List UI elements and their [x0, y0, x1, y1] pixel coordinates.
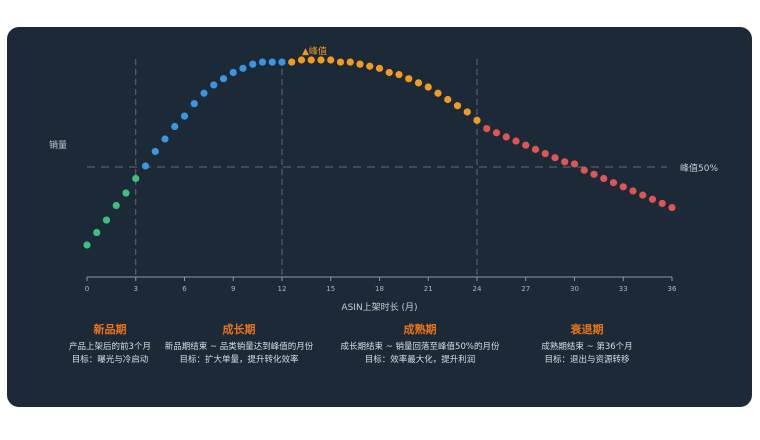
data-point-s3-15 — [629, 187, 637, 195]
data-point-s2-12 — [405, 75, 413, 83]
data-point-s3-8 — [561, 158, 569, 166]
data-point-s2-3 — [317, 56, 325, 64]
data-point-s3-19 — [668, 203, 676, 212]
phase-growth-title: 成长期 — [222, 323, 256, 336]
x-tick-label-18: 18 — [375, 285, 384, 293]
data-point-s0-2 — [102, 216, 111, 224]
phase-mature-goal: 目标：效率最大化，提升利润 — [364, 355, 476, 365]
data-point-s0-4 — [122, 189, 130, 197]
phase-decline-title: 衰退期 — [570, 323, 604, 336]
phase-decline-desc: 成熟期结束 ~ 第36个月 — [541, 342, 633, 352]
data-point-s3-0 — [483, 124, 491, 133]
data-point-s3-16 — [639, 191, 647, 199]
phase-mature-desc: 成长期结束 ~ 销量回落至峰值50%的月份 — [340, 342, 500, 352]
data-point-s0-5 — [132, 174, 140, 183]
phase-decline-goal: 目标：退出与资源转移 — [544, 355, 630, 365]
data-point-s2-7 — [356, 60, 364, 68]
data-point-s1-0 — [141, 162, 150, 170]
x-tick-label-12: 12 — [278, 285, 287, 293]
phase-decline: 衰退期 成熟期结束 ~ 第36个月 目标：退出与资源转移 — [472, 323, 702, 367]
x-tick-label-27: 27 — [521, 285, 530, 293]
data-point-s2-17 — [453, 102, 462, 110]
data-point-s2-9 — [375, 64, 384, 72]
data-point-s1-4 — [180, 112, 189, 120]
x-tick-label-0: 0 — [85, 285, 89, 293]
data-point-s1-3 — [171, 122, 179, 131]
data-point-s1-13 — [268, 58, 276, 66]
phase-growth-desc: 新品期结束 ~ 品类销量达到峰值的月份 — [164, 342, 314, 352]
data-point-s2-0 — [288, 58, 296, 66]
phase-new-goal: 目标：曝光与冷启动 — [71, 355, 149, 365]
data-point-s3-4 — [522, 141, 530, 149]
data-point-s1-5 — [190, 100, 198, 108]
data-point-s2-2 — [307, 56, 315, 64]
x-tick-label-6: 6 — [182, 285, 187, 293]
data-point-s1-14 — [278, 58, 286, 66]
x-tick-label-21: 21 — [424, 285, 433, 293]
phase-mature-title: 成熟期 — [403, 323, 437, 336]
data-point-s3-9 — [570, 160, 579, 168]
data-point-s1-2 — [161, 135, 169, 143]
data-point-s2-4 — [327, 56, 335, 64]
data-point-s1-1 — [151, 147, 159, 156]
data-point-s1-11 — [249, 60, 257, 68]
data-point-s2-8 — [366, 62, 374, 70]
x-tick-label-24: 24 — [473, 285, 482, 293]
phase-new: 新品期 产品上架后的前3个月 目标：曝光与冷启动 — [7, 323, 225, 367]
data-point-s0-3 — [112, 201, 120, 210]
data-point-s3-12 — [600, 174, 608, 183]
phase-new-title: 新品期 — [93, 323, 127, 336]
chart-card: 峰值50% 销量 0 3 6 9 12 15 18 21 24 27 30 33 36 ASIN上架时长 (月… — [7, 27, 752, 407]
data-point-s2-19 — [473, 116, 481, 124]
data-point-s3-14 — [619, 183, 627, 191]
data-point-s3-3 — [512, 137, 520, 145]
data-point-s1-8 — [219, 75, 228, 83]
x-tick-label-3: 3 — [134, 285, 138, 293]
data-point-s2-1 — [297, 56, 306, 64]
data-point-s2-14 — [424, 83, 432, 91]
data-point-s1-9 — [229, 68, 237, 77]
phase-new-desc: 产品上架后的前3个月 — [69, 342, 151, 352]
x-tick-label-15: 15 — [326, 285, 335, 293]
data-point-s3-13 — [609, 179, 618, 187]
x-tick-label-33: 33 — [619, 285, 628, 293]
data-point-s2-5 — [336, 58, 345, 66]
data-point-s2-13 — [414, 79, 423, 87]
data-point-s3-6 — [541, 149, 549, 158]
data-point-s3-7 — [551, 154, 559, 162]
phase-growth: 成长期 新品期结束 ~ 品类销量达到峰值的月份 目标：扩大单量，提升转化效率 — [124, 323, 354, 367]
data-point-s2-18 — [463, 108, 471, 116]
peak-annotation: ▲峰值 — [302, 45, 327, 57]
data-point-s3-18 — [658, 199, 666, 208]
peak-half-label: 峰值50% — [680, 162, 718, 174]
data-point-s3-5 — [531, 145, 540, 153]
data-point-s3-10 — [580, 166, 588, 174]
phase-mature: 成熟期 成长期结束 ~ 销量回落至峰值50%的月份 目标：效率最大化，提升利润 — [305, 323, 535, 367]
data-point-s2-16 — [444, 95, 452, 104]
data-point-s3-1 — [492, 129, 501, 137]
data-point-s1-12 — [258, 58, 267, 66]
data-point-s0-1 — [93, 228, 101, 237]
data-point-s1-10 — [239, 64, 247, 72]
data-point-s3-17 — [648, 195, 657, 203]
x-axis-label: ASIN上架时长 (月) — [341, 301, 417, 313]
data-point-s1-7 — [210, 81, 218, 89]
data-point-s2-10 — [385, 68, 393, 77]
x-tick-label-9: 9 — [231, 285, 235, 293]
data-point-s2-6 — [346, 58, 354, 66]
data-point-s3-2 — [502, 133, 510, 141]
data-point-s2-11 — [395, 70, 403, 79]
y-axis-label: 销量 — [49, 139, 67, 151]
x-tick-label-30: 30 — [570, 285, 579, 293]
phase-growth-goal: 目标：扩大单量，提升转化效率 — [179, 355, 299, 365]
data-point-s1-6 — [200, 89, 208, 97]
data-point-s3-11 — [590, 170, 598, 178]
x-tick-label-36: 36 — [668, 285, 677, 293]
data-point-s0-0 — [83, 241, 91, 249]
data-point-s2-15 — [434, 89, 442, 97]
